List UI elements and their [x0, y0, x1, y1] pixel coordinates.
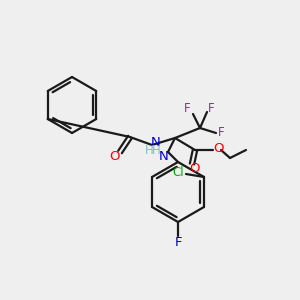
- Text: F: F: [174, 236, 182, 248]
- Text: H: H: [152, 143, 160, 157]
- Text: Cl: Cl: [172, 166, 184, 178]
- Text: H: H: [145, 145, 153, 158]
- Text: O: O: [213, 142, 223, 154]
- Text: F: F: [184, 103, 190, 116]
- Text: F: F: [218, 125, 224, 139]
- Text: N: N: [159, 149, 169, 163]
- Text: F: F: [208, 101, 214, 115]
- Text: O: O: [189, 163, 199, 176]
- Text: O: O: [110, 149, 120, 163]
- Text: N: N: [151, 136, 161, 149]
